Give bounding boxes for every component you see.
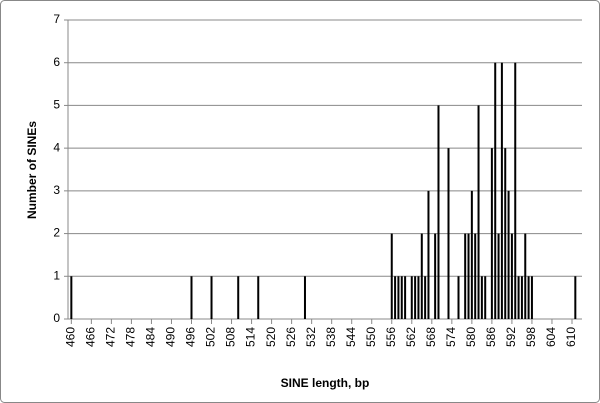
- bar: [477, 105, 480, 319]
- x-tick-label: 538: [324, 327, 338, 347]
- x-tick-label: 520: [264, 327, 278, 347]
- bar: [474, 233, 477, 319]
- x-tick-label: 502: [204, 327, 218, 347]
- bar: [424, 276, 427, 319]
- bar: [507, 190, 510, 319]
- bar: [510, 233, 513, 319]
- y-tick-label: 0: [53, 311, 60, 325]
- y-tick-label: 7: [53, 12, 60, 26]
- bar: [500, 62, 503, 319]
- x-tick-label: 562: [404, 327, 418, 347]
- x-tick-label: 556: [384, 327, 398, 347]
- bar: [504, 148, 507, 319]
- bar: [517, 276, 520, 319]
- bar: [210, 276, 213, 319]
- x-tick-label: 532: [304, 327, 318, 347]
- bar: [480, 276, 483, 319]
- x-tick-label: 514: [244, 327, 258, 347]
- x-tick-label: 466: [84, 327, 98, 347]
- x-tick-label: 574: [444, 327, 458, 347]
- x-tick-label: 592: [504, 327, 518, 347]
- bar: [410, 276, 413, 319]
- x-tick-label: 598: [524, 327, 538, 347]
- bar: [397, 276, 400, 319]
- y-tick-label: 4: [53, 140, 60, 154]
- y-tick-label: 5: [53, 98, 60, 112]
- y-tick-label: 2: [53, 226, 60, 240]
- x-tick-label: 580: [464, 327, 478, 347]
- bar: [434, 233, 437, 319]
- bar: [394, 276, 397, 319]
- bar: [257, 276, 260, 319]
- bar: [530, 276, 533, 319]
- x-tick-label: 490: [164, 327, 178, 347]
- bar: [404, 276, 407, 319]
- bar: [237, 276, 240, 319]
- x-tick-label: 550: [364, 327, 378, 347]
- y-tick-label: 1: [53, 268, 60, 282]
- bar: [520, 276, 523, 319]
- x-tick-label: 586: [484, 327, 498, 347]
- bar: [390, 233, 393, 319]
- bar: [457, 276, 460, 319]
- bar: [400, 276, 403, 319]
- x-tick-label: 526: [284, 327, 298, 347]
- bar: [494, 62, 497, 319]
- x-tick-label: 604: [544, 327, 558, 347]
- x-axis-title: SINE length, bp: [281, 376, 370, 390]
- bar: [190, 276, 193, 319]
- y-tick-label: 6: [53, 55, 60, 69]
- bar: [303, 276, 306, 319]
- bar: [70, 276, 73, 319]
- x-tick-label: 610: [564, 327, 578, 347]
- x-tick-label: 568: [424, 327, 438, 347]
- bar: [417, 276, 420, 319]
- y-axis-title: Number of SINEs: [25, 121, 39, 219]
- bar: [464, 233, 467, 319]
- x-tick-label: 496: [184, 327, 198, 347]
- bar: [420, 233, 423, 319]
- bar: [447, 148, 450, 319]
- bar: [467, 233, 470, 319]
- bar: [437, 105, 440, 319]
- x-tick-label: 460: [64, 327, 78, 347]
- bar: [484, 276, 487, 319]
- x-tick-label: 508: [224, 327, 238, 347]
- bar: [427, 190, 430, 319]
- y-tick-label: 3: [53, 183, 60, 197]
- bar: [497, 233, 500, 319]
- bar: [514, 62, 517, 319]
- x-tick-label: 472: [104, 327, 118, 347]
- x-tick-label: 478: [124, 327, 138, 347]
- bar: [414, 276, 417, 319]
- x-tick-label: 544: [344, 327, 358, 347]
- bar: [524, 233, 527, 319]
- x-tick-label: 484: [144, 327, 158, 347]
- bar: [490, 148, 493, 319]
- bar: [470, 190, 473, 319]
- bar: [527, 276, 530, 319]
- bar: [574, 276, 577, 319]
